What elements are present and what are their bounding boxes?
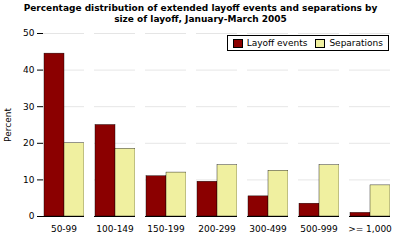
svg-text:20: 20 bbox=[23, 138, 35, 148]
svg-text:50-99: 50-99 bbox=[51, 224, 77, 234]
svg-text:>= 1,000: >= 1,000 bbox=[348, 224, 392, 234]
svg-text:100-149: 100-149 bbox=[96, 224, 134, 234]
svg-text:10: 10 bbox=[23, 175, 35, 185]
html-text:Percentage distribution of ext: Percentage distribution of extended layo… bbox=[23, 3, 378, 13]
html-text:Separations: Separations bbox=[329, 38, 383, 48]
svg-text:0: 0 bbox=[29, 211, 35, 221]
svg-text:150-199: 150-199 bbox=[147, 224, 185, 234]
html-text:Layoff events: Layoff events bbox=[246, 38, 308, 48]
svg-text:300-499: 300-499 bbox=[249, 224, 287, 234]
svg-text:500-999: 500-999 bbox=[300, 224, 338, 234]
svg-text:30: 30 bbox=[23, 102, 35, 112]
svg-text:200-299: 200-299 bbox=[198, 224, 236, 234]
svg-text:40: 40 bbox=[23, 65, 35, 75]
html-text:size of layoff, January-March: size of layoff, January-March 2005 bbox=[114, 14, 287, 24]
svg-text:50: 50 bbox=[23, 28, 35, 38]
svg-text:Percent: Percent bbox=[3, 108, 13, 142]
